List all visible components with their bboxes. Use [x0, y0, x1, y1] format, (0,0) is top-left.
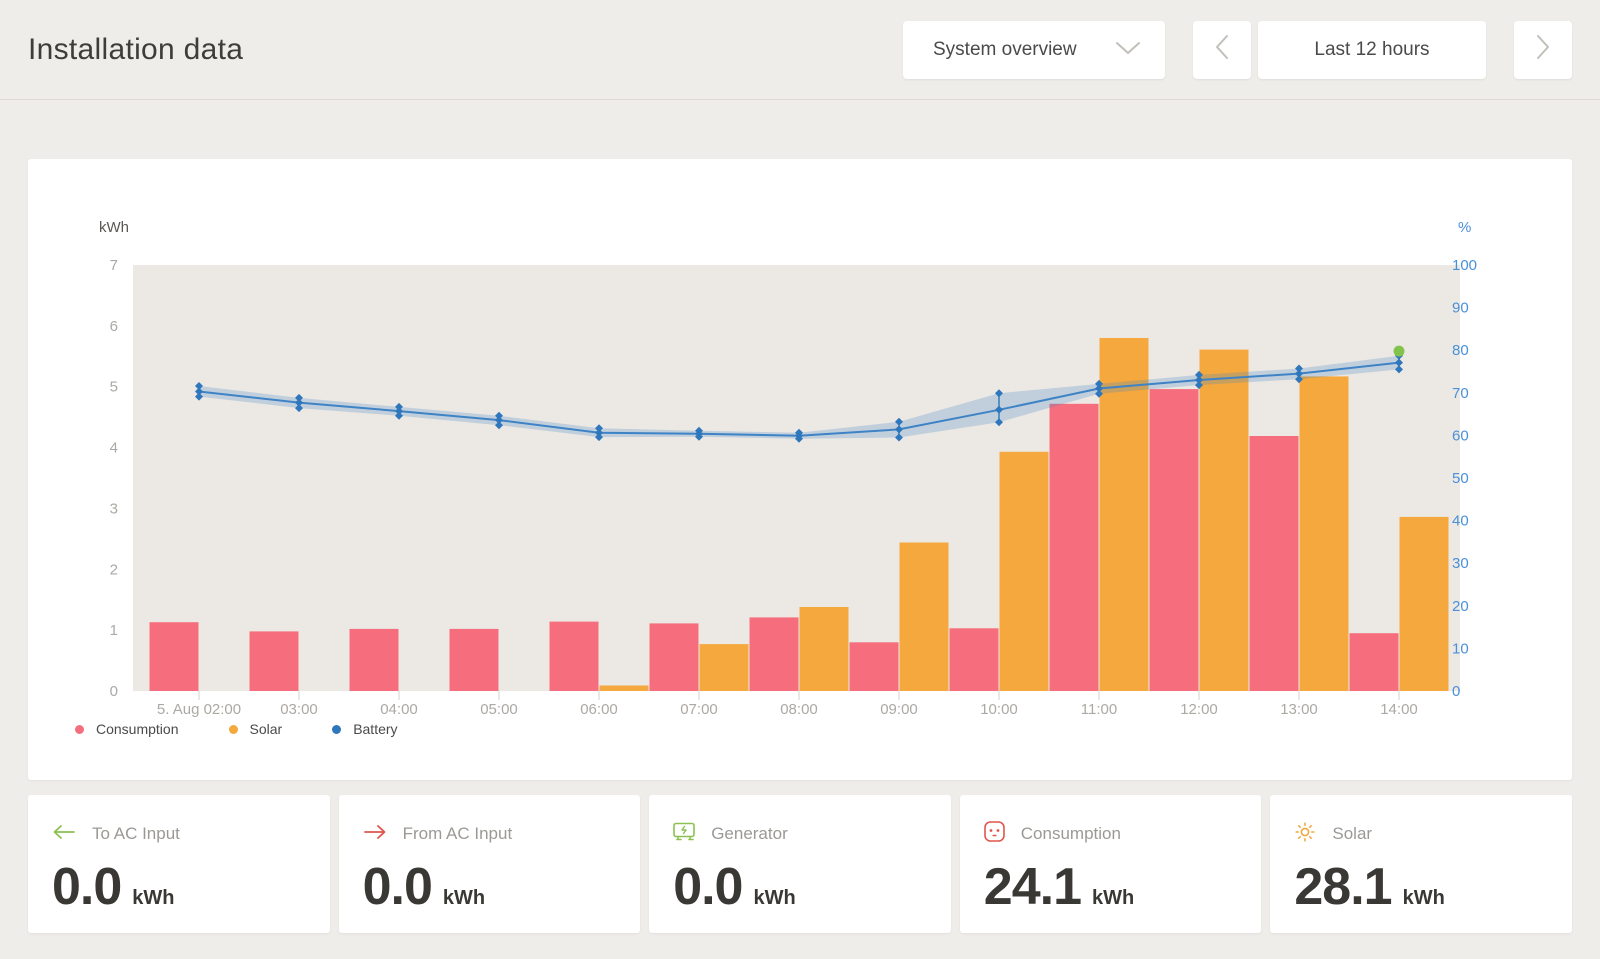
svg-text:03:00: 03:00	[280, 701, 318, 718]
svg-text:90: 90	[1452, 300, 1469, 317]
chevron-left-icon	[1215, 34, 1229, 66]
card-value: 0.0	[673, 858, 743, 916]
socket-icon	[983, 821, 1005, 847]
svg-text:1: 1	[110, 622, 118, 639]
card-consumption: Consumption 24.1 kWh	[959, 795, 1262, 933]
card-unit: kWh	[1092, 887, 1135, 909]
sun-icon	[1294, 821, 1316, 848]
svg-text:12:00: 12:00	[1180, 701, 1218, 718]
legend-item-battery[interactable]: Battery	[332, 721, 398, 737]
svg-text:13:00: 13:00	[1280, 701, 1318, 718]
solar-bars	[599, 338, 1449, 691]
header: Installation data System overview Last 1…	[0, 0, 1600, 100]
card-label: Consumption	[1020, 824, 1121, 843]
card-unit: kWh	[132, 887, 175, 909]
svg-text:05:00: 05:00	[480, 701, 518, 718]
legend-item-consumption[interactable]: Consumption	[75, 721, 179, 737]
arrow-left-icon	[52, 824, 76, 845]
svg-text:04:00: 04:00	[380, 701, 418, 718]
card-to-ac-input: To AC Input 0.0 kWh	[28, 795, 330, 933]
card-label: To AC Input	[92, 824, 180, 843]
svg-text:10: 10	[1452, 640, 1469, 657]
svg-text:3: 3	[110, 500, 118, 517]
chevron-right-icon	[1536, 34, 1550, 66]
svg-text:20: 20	[1452, 598, 1469, 615]
chart-legend: Consumption Solar Battery	[28, 721, 1572, 737]
svg-text:07:00: 07:00	[680, 701, 718, 718]
time-range-nav: Last 12 hours	[1193, 20, 1486, 79]
chevron-down-icon	[1115, 39, 1141, 61]
legend-item-solar[interactable]: Solar	[228, 721, 283, 737]
card-from-ac-input: From AC Input 0.0 kWh	[338, 795, 641, 933]
card-unit: kWh	[442, 887, 486, 909]
card-unit: kWh	[753, 887, 796, 909]
right-axis-title: %	[1458, 219, 1471, 236]
card-value: 28.1	[1294, 858, 1392, 916]
card-unit: kWh	[1402, 887, 1445, 909]
consumption-bars	[149, 389, 1399, 691]
page-title: Installation data	[28, 32, 244, 66]
svg-text:6: 6	[110, 318, 118, 335]
header-controls: System overview Last 12 hours	[903, 20, 1572, 79]
svg-text:40: 40	[1452, 513, 1469, 530]
battery-dot-icon	[332, 724, 342, 734]
overview-select[interactable]: System overview	[903, 20, 1165, 79]
svg-text:08:00: 08:00	[780, 701, 818, 718]
svg-text:100: 100	[1452, 257, 1477, 274]
svg-text:0: 0	[1452, 683, 1460, 700]
installation-chart-panel: kWh% 0 1 2 3 4 5 6 7 0 10 20 30 40 50 60 70 80 90 100 5. Aug…	[28, 159, 1572, 780]
solar-dot-icon	[228, 724, 238, 734]
svg-text:10:00: 10:00	[980, 701, 1018, 718]
legend-label: Solar	[249, 721, 283, 737]
card-value: 24.1	[983, 858, 1082, 916]
svg-text:50: 50	[1452, 470, 1469, 487]
card-label: Generator	[711, 824, 788, 843]
svg-text:7: 7	[110, 257, 118, 274]
time-range-button[interactable]: Last 12 hours	[1258, 20, 1486, 79]
overview-select-value: System overview	[933, 38, 1077, 60]
card-solar: Solar 28.1 kWh	[1270, 795, 1572, 933]
summary-cards: To AC Input 0.0 kWh From AC Input 0.0 kW…	[28, 795, 1572, 933]
battery-markers	[195, 351, 1403, 443]
legend-label: Consumption	[96, 721, 179, 737]
svg-text:11:00: 11:00	[1081, 701, 1117, 718]
generator-icon	[673, 822, 695, 846]
svg-text:2: 2	[110, 561, 118, 578]
svg-text:60: 60	[1452, 427, 1469, 444]
card-label: Solar	[1332, 824, 1373, 843]
svg-text:5. Aug 02:00: 5. Aug 02:00	[157, 701, 241, 718]
battery-current-dot	[1393, 345, 1405, 357]
svg-text:5: 5	[110, 379, 118, 396]
svg-text:0: 0	[110, 683, 118, 700]
card-label: From AC Input	[402, 824, 513, 843]
card-value: 0.0	[362, 858, 433, 916]
next-period-button[interactable]	[1514, 20, 1572, 79]
card-generator: Generator 0.0 kWh	[649, 795, 951, 933]
card-value: 0.0	[52, 858, 122, 916]
left-axis-title: kWh	[99, 219, 129, 236]
consumption-dot-icon	[75, 724, 84, 734]
svg-text:14:00: 14:00	[1380, 701, 1418, 718]
svg-text:06:00: 06:00	[580, 701, 618, 718]
time-range-label: Last 12 hours	[1314, 38, 1430, 60]
svg-text:4: 4	[110, 440, 118, 457]
svg-text:09:00: 09:00	[880, 701, 918, 718]
legend-label: Battery	[353, 721, 398, 737]
svg-text:70: 70	[1452, 385, 1469, 402]
arrow-right-icon	[363, 824, 387, 845]
svg-text:80: 80	[1452, 342, 1469, 359]
prev-period-button[interactable]	[1193, 20, 1251, 79]
svg-text:30: 30	[1452, 555, 1469, 572]
